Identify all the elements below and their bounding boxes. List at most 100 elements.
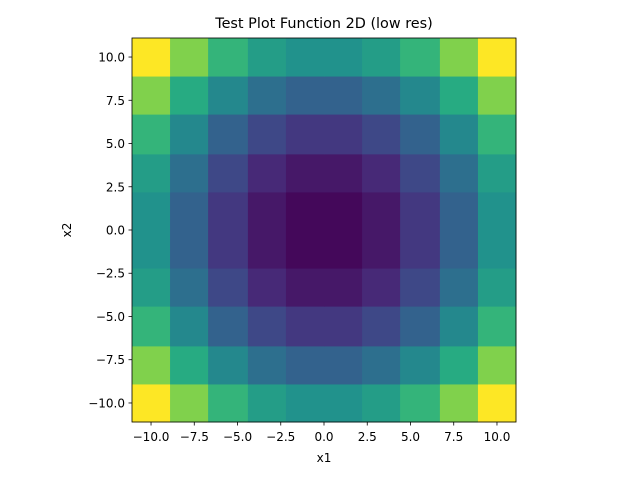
heatmap-cell — [439, 383, 479, 423]
heatmap-cell — [439, 268, 479, 307]
heatmap-cell — [477, 345, 517, 385]
heatmap-cell — [247, 114, 287, 155]
heatmap-cell — [362, 306, 401, 347]
y-axis-label: x2 — [60, 223, 74, 238]
heatmap-cell — [170, 76, 209, 115]
heatmap-cell — [477, 114, 517, 155]
heatmap-cell — [170, 383, 209, 423]
heatmap-cell — [285, 383, 325, 423]
x-tick-label: 5.0 — [401, 430, 420, 444]
x-tick-label: −7.5 — [180, 430, 209, 444]
heatmap-cell — [208, 76, 249, 115]
heatmap-cell — [400, 114, 441, 155]
y-tick-label: 2.5 — [106, 180, 125, 194]
x-axis-label: x1 — [317, 451, 332, 465]
heatmap-cell — [477, 383, 517, 423]
heatmap-cell — [362, 153, 401, 193]
x-axis-ticks: −10.0 −7.5 −5.0 −2.5 0.0 2.5 5.0 7.5 10.0 — [133, 422, 510, 444]
heatmap-cell — [132, 268, 171, 307]
heatmap-cell — [324, 76, 363, 115]
heatmap-cell — [285, 114, 325, 155]
heatmap-cell — [439, 306, 479, 347]
chart-title: Test Plot Function 2D (low res) — [214, 16, 433, 32]
y-tick-label: 5.0 — [106, 137, 125, 151]
heatmap-cell — [170, 153, 209, 193]
heatmap-cell — [324, 38, 363, 77]
heatmap-cell — [439, 191, 479, 231]
heatmap-cell — [208, 153, 249, 193]
heatmap-cell — [285, 268, 325, 307]
heatmap-cell — [362, 76, 401, 115]
heatmap-cell — [285, 230, 325, 269]
heatmap-cell — [285, 191, 325, 231]
heatmap-cell — [285, 345, 325, 385]
heatmap-cell — [477, 76, 517, 115]
heatmap-cell — [208, 191, 249, 231]
y-axis-ticks: −10.0 −7.5 −5.0 −2.5 0.0 2.5 5.0 7.5 10.0 — [88, 51, 132, 410]
heatmap-cell — [208, 230, 249, 269]
heatmap-cells — [132, 38, 517, 423]
heatmap-cell — [208, 383, 249, 423]
y-tick-label: −10.0 — [88, 396, 125, 410]
heatmap-cell — [400, 345, 441, 385]
x-tick-label: −2.5 — [266, 430, 295, 444]
x-tick-label: −10.0 — [133, 430, 170, 444]
heatmap-cell — [132, 306, 171, 347]
heatmap-cell — [170, 230, 209, 269]
heatmap-cell — [170, 38, 209, 77]
heatmap-cell — [400, 153, 441, 193]
heatmap-cell — [362, 38, 401, 77]
heatmap-cell — [324, 268, 363, 307]
y-tick-label: −7.5 — [96, 353, 125, 367]
heatmap-cell — [477, 153, 517, 193]
heatmap-cell — [439, 76, 479, 115]
heatmap-cell — [324, 114, 363, 155]
heatmap-cell — [439, 153, 479, 193]
x-tick-label: 7.5 — [444, 430, 463, 444]
x-tick-label: 0.0 — [314, 430, 333, 444]
y-tick-label: 0.0 — [106, 224, 125, 238]
heatmap-cell — [324, 306, 363, 347]
heatmap-cell — [477, 268, 517, 307]
heatmap-cell — [400, 230, 441, 269]
heatmap-cell — [400, 38, 441, 77]
heatmap-cell — [170, 306, 209, 347]
heatmap-cell — [362, 345, 401, 385]
heatmap-cell — [208, 38, 249, 77]
heatmap-cell — [324, 383, 363, 423]
heatmap-cell — [132, 153, 171, 193]
heatmap-cell — [247, 191, 287, 231]
heatmap-cell — [285, 153, 325, 193]
heatmap-cell — [400, 383, 441, 423]
heatmap-cell — [362, 191, 401, 231]
y-tick-label: −5.0 — [96, 310, 125, 324]
heatmap-cell — [247, 345, 287, 385]
heatmap-cell — [132, 76, 171, 115]
heatmap-cell — [400, 268, 441, 307]
heatmap-cell — [132, 383, 171, 423]
y-tick-label: 7.5 — [106, 94, 125, 108]
heatmap-cell — [400, 76, 441, 115]
heatmap-cell — [247, 76, 287, 115]
heatmap-cell — [285, 76, 325, 115]
heatmap-cell — [247, 306, 287, 347]
heatmap-cell — [132, 114, 171, 155]
heatmap-cell — [400, 191, 441, 231]
heatmap-cell — [362, 268, 401, 307]
heatmap-cell — [132, 38, 171, 77]
heatmap-cell — [324, 191, 363, 231]
heatmap-cell — [400, 306, 441, 347]
heatmap-cell — [208, 114, 249, 155]
heatmap-cell — [132, 345, 171, 385]
heatmap-cell — [208, 345, 249, 385]
heatmap-cell — [132, 230, 171, 269]
heatmap-cell — [324, 153, 363, 193]
heatmap-cell — [170, 268, 209, 307]
heatmap-cell — [439, 230, 479, 269]
heatmap-cell — [285, 38, 325, 77]
x-tick-label: 2.5 — [358, 430, 377, 444]
heatmap-cell — [208, 268, 249, 307]
heatmap-cell — [132, 191, 171, 231]
